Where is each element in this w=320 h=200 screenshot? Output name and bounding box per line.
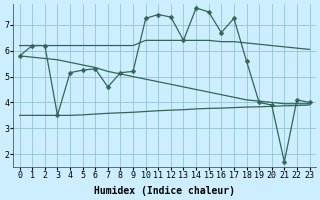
- X-axis label: Humidex (Indice chaleur): Humidex (Indice chaleur): [94, 186, 235, 196]
